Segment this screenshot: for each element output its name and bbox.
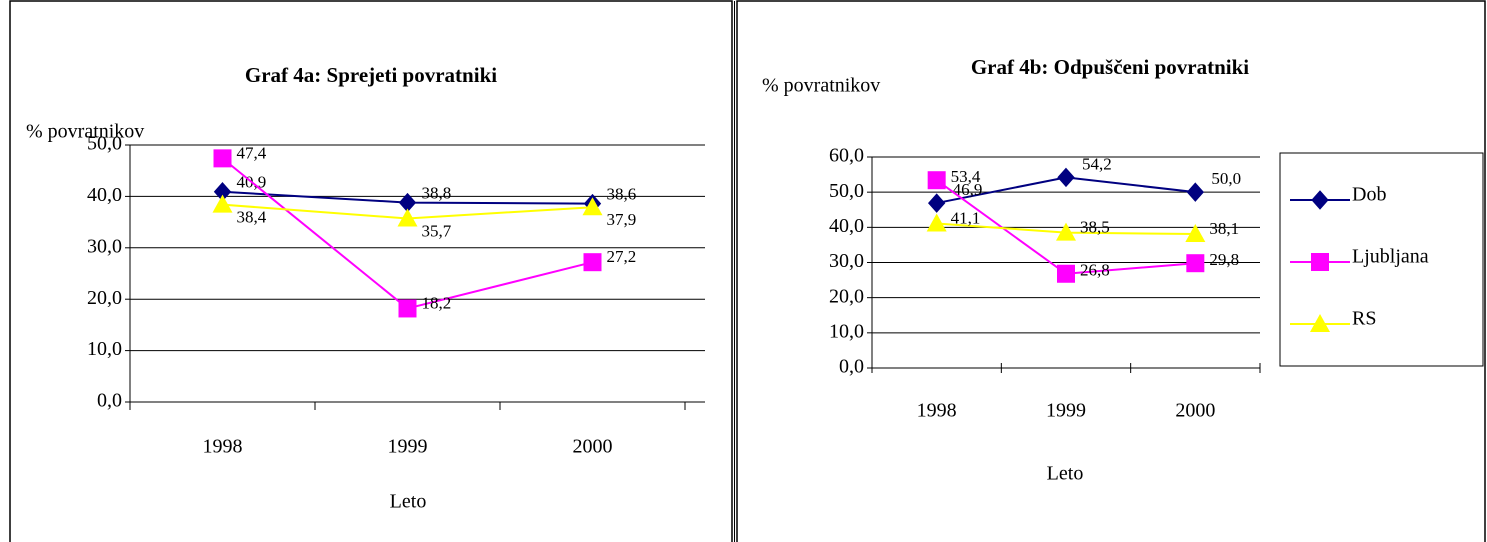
y-tick-label: 20,0 — [829, 285, 864, 307]
series-line — [221, 157, 593, 310]
y-axis-label: % povratnikov — [762, 75, 880, 97]
data-label: 38,1 — [1209, 219, 1239, 238]
x-axis-label: Leto — [1047, 463, 1084, 485]
marker — [927, 193, 946, 213]
x-tick-label: 2000 — [573, 436, 613, 458]
data-label: 38,4 — [237, 208, 267, 227]
data-label: 18,2 — [422, 293, 452, 312]
y-tick-label: 50,0 — [829, 180, 864, 202]
data-label: 38,5 — [1080, 218, 1110, 237]
data-label: 27,2 — [607, 247, 637, 266]
marker — [927, 171, 946, 190]
data-label: 35,7 — [422, 221, 452, 240]
marker — [583, 253, 602, 272]
data-label: 50,0 — [1211, 169, 1241, 188]
marker — [1057, 264, 1075, 283]
data-label: 38,8 — [422, 183, 452, 202]
marker — [398, 299, 417, 318]
x-axis-label: Leto — [390, 491, 427, 513]
data-label: 41,1 — [951, 208, 981, 227]
data-label: 37,9 — [607, 210, 637, 229]
x-tick-label: 1998 — [203, 436, 243, 458]
chart-title: Graf 4a: Sprejeti povratniki — [245, 63, 497, 87]
data-label: 38,6 — [607, 185, 637, 204]
marker — [397, 208, 418, 227]
marker — [1310, 314, 1330, 332]
y-tick-label: 0,0 — [97, 390, 122, 412]
data-label: 46,9 — [953, 180, 983, 199]
x-tick-label: 1999 — [1046, 400, 1086, 422]
marker — [582, 197, 603, 216]
y-tick-label: 10,0 — [87, 338, 122, 360]
panel-border — [736, 0, 1486, 542]
panel-border — [9, 0, 733, 542]
marker — [213, 149, 232, 168]
marker — [926, 213, 947, 232]
legend-label: RS — [1352, 308, 1376, 330]
chart-title: Graf 4b: Odpuščeni povratniki — [971, 55, 1249, 79]
marker — [212, 194, 233, 213]
y-tick-label: 60,0 — [829, 145, 864, 167]
marker — [1311, 190, 1329, 210]
marker — [1186, 254, 1205, 273]
legend-label: Ljubljana — [1352, 246, 1429, 268]
x-tick-label: 1999 — [388, 436, 428, 458]
marker — [1057, 167, 1075, 188]
y-tick-label: 30,0 — [829, 250, 864, 272]
y-tick-label: 20,0 — [87, 287, 122, 309]
legend-label: Dob — [1352, 184, 1386, 206]
marker — [1311, 253, 1329, 271]
marker — [1056, 222, 1076, 241]
marker — [1185, 224, 1206, 243]
data-label: 54,2 — [1082, 154, 1112, 173]
data-label: 26,8 — [1080, 261, 1110, 280]
x-tick-label: 2000 — [1175, 400, 1215, 422]
y-tick-label: 50,0 — [87, 133, 122, 155]
y-tick-label: 40,0 — [87, 184, 122, 206]
y-tick-label: 40,0 — [829, 215, 864, 237]
x-tick-label: 1998 — [917, 400, 957, 422]
y-axis-label: % povratnikov — [26, 121, 144, 143]
y-tick-label: 30,0 — [87, 235, 122, 257]
data-label: 53,4 — [951, 167, 981, 186]
data-label: 47,4 — [237, 143, 267, 162]
y-tick-label: 10,0 — [829, 320, 864, 342]
marker — [1186, 182, 1205, 202]
y-tick-label: 0,0 — [839, 356, 864, 378]
data-label: 29,8 — [1209, 250, 1239, 269]
